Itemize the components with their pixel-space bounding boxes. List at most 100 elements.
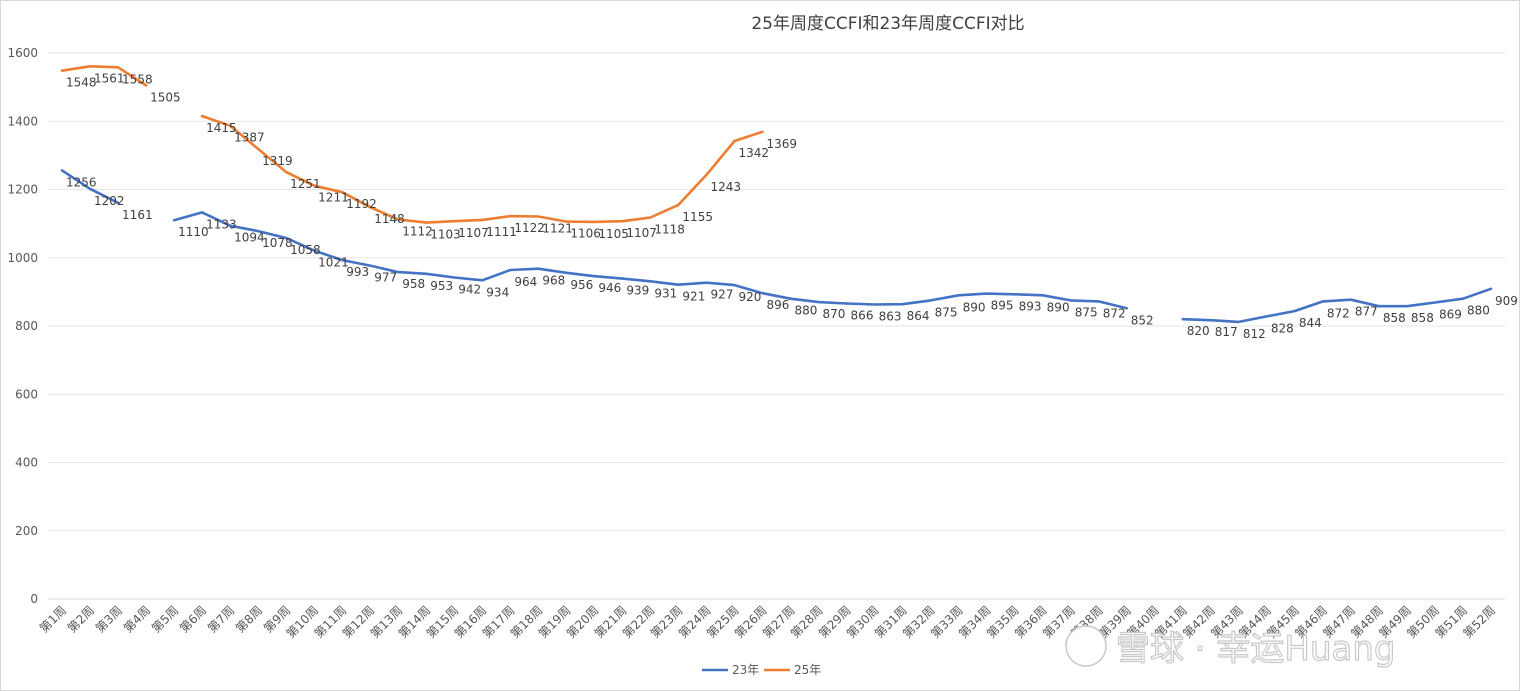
data-label: 812 (1243, 327, 1266, 341)
legend: 23年 25年 (702, 663, 821, 677)
data-label: 958 (402, 277, 425, 291)
data-label: 1106 (570, 227, 601, 241)
data-label: 880 (1467, 304, 1490, 318)
data-label: 1058 (290, 243, 321, 257)
y-tick-label: 600 (15, 387, 38, 401)
data-label: 817 (1215, 325, 1238, 339)
series-lines (60, 65, 1493, 324)
y-tick-label: 1400 (7, 114, 38, 128)
watermark-text: 雪球 · 幸运Huang (1116, 629, 1396, 669)
series-line (60, 169, 120, 205)
y-tick-label: 200 (15, 524, 38, 538)
data-label: 1118 (654, 222, 685, 236)
data-label: 890 (1047, 300, 1070, 314)
data-label: 864 (907, 309, 930, 323)
data-label: 1415 (206, 121, 237, 135)
data-label: 863 (879, 310, 902, 324)
x-tick-label: 第52周 (1460, 603, 1498, 641)
data-label: 1202 (94, 194, 125, 208)
data-label: 1155 (682, 210, 713, 224)
data-label: 1122 (514, 221, 545, 235)
data-label: 820 (1187, 324, 1210, 338)
x-tick-label: 第5周 (149, 603, 181, 635)
data-label: 877 (1355, 305, 1378, 319)
y-tick-label: 1200 (7, 183, 38, 197)
x-tick-label: 第3周 (93, 603, 125, 635)
data-label: 1021 (318, 256, 349, 270)
y-tick-label: 800 (15, 319, 38, 333)
data-label: 1387 (234, 131, 265, 145)
data-label: 1558 (122, 72, 153, 86)
y-tick-label: 400 (15, 456, 38, 470)
watermark-logo-icon (1065, 625, 1107, 667)
data-label: 858 (1411, 311, 1434, 325)
series-line (172, 211, 1128, 310)
x-tick-label: 第7周 (205, 603, 237, 635)
y-axis: 0 200 400 600 800 1000 1200 1400 1600 (7, 46, 38, 606)
data-label: 1094 (234, 231, 265, 245)
data-label: 946 (598, 281, 621, 295)
data-label: 956 (570, 278, 593, 292)
data-label: 1342 (738, 146, 769, 160)
data-label: 872 (1103, 306, 1126, 320)
data-label: 880 (795, 304, 818, 318)
data-label: 968 (542, 274, 565, 288)
legend-label: 25年 (794, 663, 821, 677)
data-label: 1251 (290, 177, 321, 191)
data-label: 977 (374, 271, 397, 285)
data-label: 852 (1131, 313, 1154, 327)
data-label: 1133 (206, 217, 237, 231)
data-label: 896 (766, 298, 789, 312)
y-tick-label: 1000 (7, 251, 38, 265)
data-label: 1505 (150, 90, 181, 104)
data-label: 895 (991, 299, 1014, 313)
data-label: 1548 (66, 76, 97, 90)
series-line (200, 114, 764, 224)
data-label: 866 (851, 308, 874, 322)
data-label: 939 (626, 284, 649, 298)
data-label: 934 (486, 285, 509, 299)
chart-title: 25年周度CCFI和23年周度CCFI对比 (751, 14, 1025, 34)
data-label: 1369 (766, 137, 797, 151)
data-label: 1107 (458, 226, 489, 240)
data-label: 1256 (66, 175, 97, 189)
data-label: 1211 (318, 191, 349, 205)
data-label: 890 (963, 300, 986, 314)
data-label: 931 (654, 286, 677, 300)
data-label: 921 (682, 290, 705, 304)
data-label: 1105 (598, 227, 629, 241)
data-label: 1107 (626, 226, 657, 240)
gridlines (48, 52, 1505, 600)
data-label: 964 (514, 275, 537, 289)
series-line (1181, 287, 1493, 324)
data-label: 1110 (178, 225, 209, 239)
x-tick-label: 第1周 (37, 603, 69, 635)
data-label: 1112 (402, 225, 433, 239)
watermark: 雪球 · 幸运Huang (1065, 625, 1396, 670)
data-label: 920 (738, 290, 761, 304)
x-tick-label: 第4周 (121, 603, 153, 635)
data-label: 953 (430, 279, 453, 293)
data-label: 875 (1075, 305, 1098, 319)
x-tick-label: 第8周 (233, 603, 265, 635)
data-label: 909 (1495, 294, 1518, 308)
data-label: 1561 (94, 71, 125, 85)
data-label: 1078 (262, 236, 293, 250)
x-tick-label: 第2周 (65, 603, 97, 635)
data-label: 1319 (262, 154, 293, 168)
x-tick-label: 第6周 (177, 603, 209, 635)
data-label: 858 (1383, 311, 1406, 325)
data-label: 869 (1439, 307, 1462, 321)
data-label: 1192 (346, 197, 377, 211)
data-label: 893 (1019, 299, 1042, 313)
y-tick-label: 1600 (7, 46, 38, 60)
data-label: 1148 (374, 212, 405, 226)
data-label: 1121 (542, 221, 573, 235)
data-label: 1103 (430, 228, 461, 242)
data-label: 1243 (710, 180, 741, 194)
legend-label: 23年 (732, 663, 759, 677)
data-label: 1161 (122, 208, 153, 222)
